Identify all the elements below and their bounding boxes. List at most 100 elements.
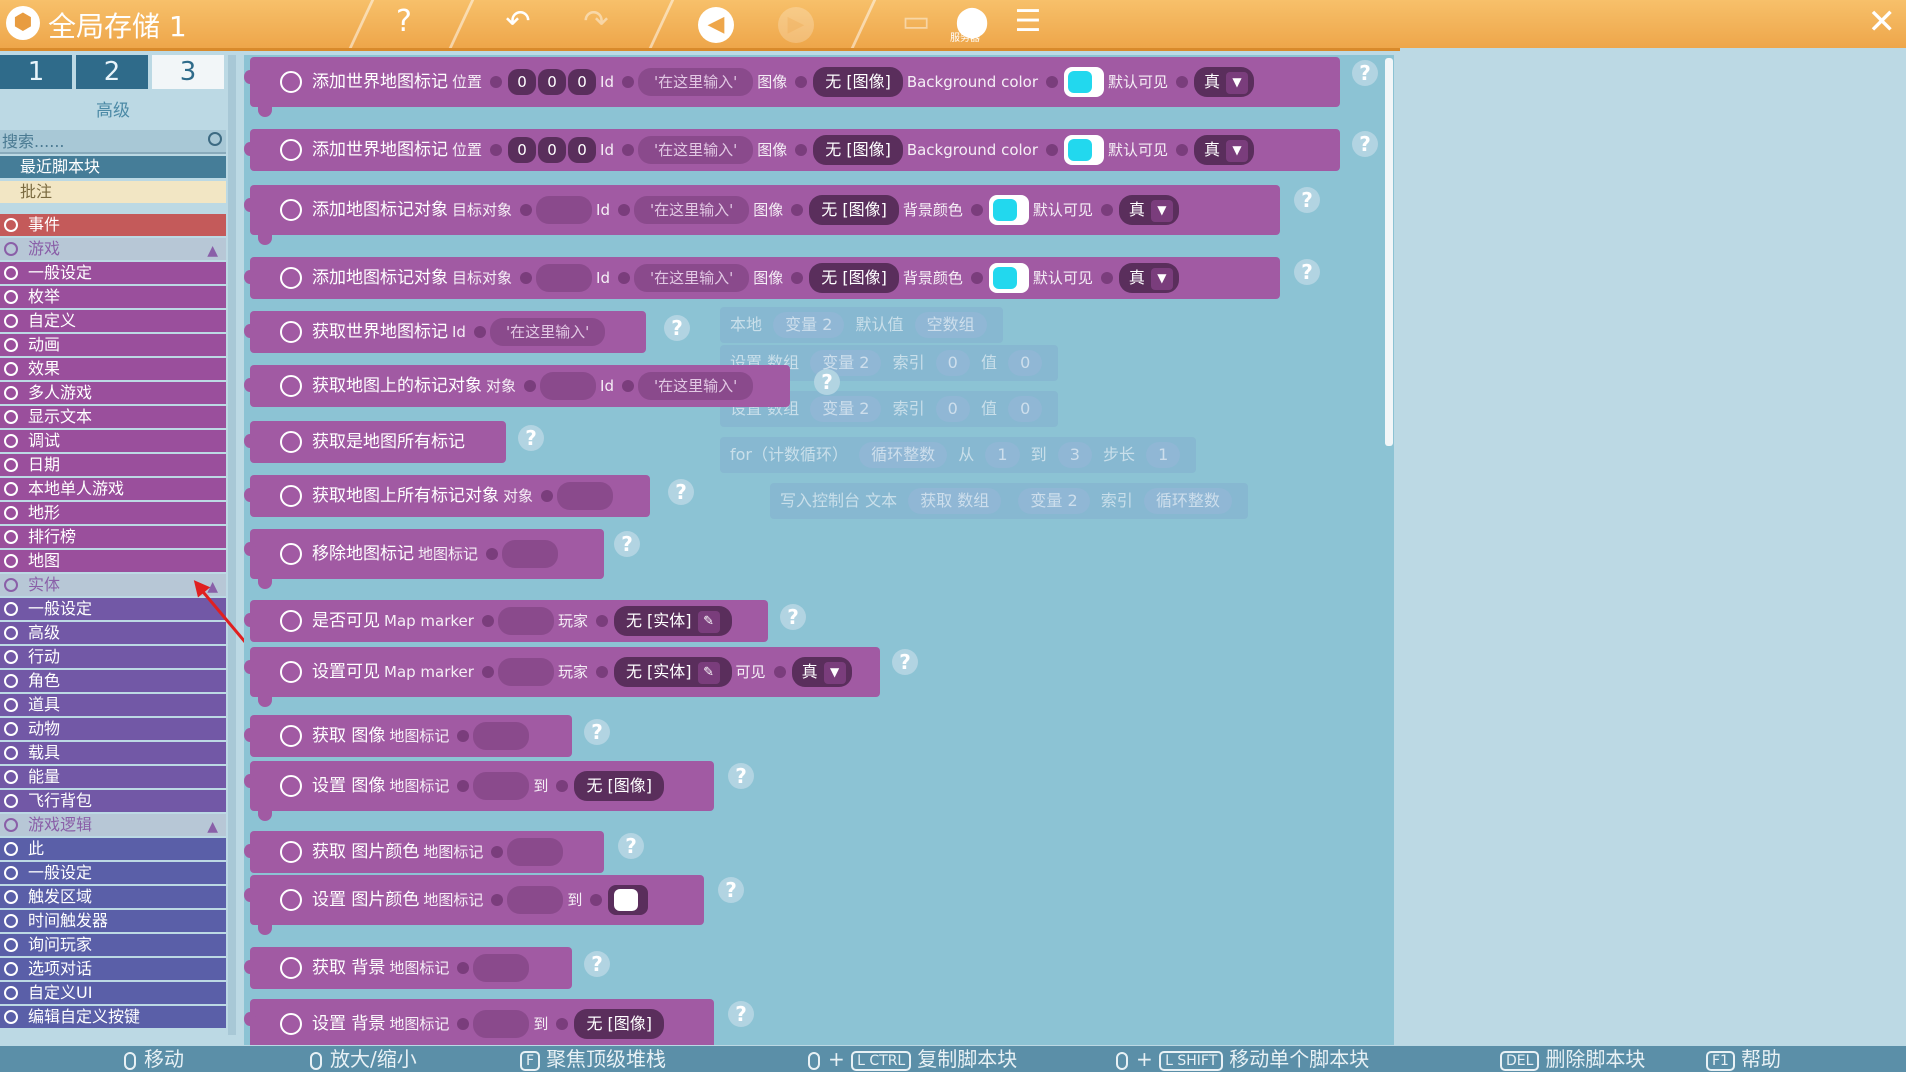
- script-block[interactable]: 获取是地图所有标记: [244, 421, 506, 463]
- tab-3[interactable]: 3: [152, 55, 224, 89]
- category-item[interactable]: 调试: [0, 430, 226, 452]
- image-selector[interactable]: 无 [图像]: [813, 67, 903, 97]
- id-input[interactable]: '在这里输入': [637, 136, 754, 164]
- category-item[interactable]: 能量: [0, 766, 226, 788]
- help-icon[interactable]: ?: [780, 604, 806, 630]
- id-input[interactable]: '在这里输入': [633, 196, 750, 224]
- tab-2[interactable]: 2: [76, 55, 148, 89]
- category-item[interactable]: 效果: [0, 358, 226, 380]
- script-block[interactable]: 添加世界地图标记 位置 0 0 0 Id '在这里输入' 图像无 [图像] Background…: [244, 57, 1340, 117]
- category-item[interactable]: 一般设定: [0, 598, 226, 620]
- help-icon[interactable]: ?: [668, 479, 694, 505]
- script-workspace[interactable]: 本地 变量 2 默认值 空数组 设置 数组 变量 2 索引 0 值 0 设置 数…: [244, 55, 1394, 1045]
- color-swatch[interactable]: [1064, 67, 1105, 97]
- bool-dropdown[interactable]: 真 ▼: [1194, 135, 1255, 165]
- help-icon[interactable]: ?: [1352, 131, 1378, 157]
- image-selector[interactable]: 无 [图像]: [809, 263, 899, 293]
- help-icon[interactable]: ?: [892, 649, 918, 675]
- script-block[interactable]: 获取世界地图标记 Id '在这里输入': [244, 311, 646, 353]
- tab-1[interactable]: 1: [0, 55, 72, 89]
- image-selector[interactable]: 无 [图像]: [809, 195, 899, 225]
- image-selector[interactable]: 无 [图像]: [574, 1009, 665, 1039]
- bool-dropdown[interactable]: 真 ▼: [1194, 67, 1255, 97]
- previous-button[interactable]: ◀: [688, 2, 744, 43]
- help-icon[interactable]: ?: [518, 425, 544, 451]
- category-item[interactable]: 游戏逻辑 ▲: [0, 814, 226, 836]
- help-icon[interactable]: ?: [728, 1001, 754, 1027]
- id-input[interactable]: '在这里输入': [637, 68, 754, 96]
- monitor-button[interactable]: ▭: [888, 2, 944, 42]
- category-item[interactable]: 枚举: [0, 286, 226, 308]
- category-item[interactable]: 多人游戏: [0, 382, 226, 404]
- marker-slot[interactable]: [497, 658, 554, 686]
- marker-slot[interactable]: [507, 838, 564, 866]
- marker-slot[interactable]: [473, 722, 530, 750]
- category-item[interactable]: 触发区域: [0, 886, 226, 908]
- category-item[interactable]: 飞行背包: [0, 790, 226, 812]
- category-item[interactable]: 道具: [0, 694, 226, 716]
- object-slot[interactable]: [557, 482, 614, 510]
- category-item[interactable]: 编辑自定义按键: [0, 1006, 226, 1028]
- category-item[interactable]: 动画: [0, 334, 226, 356]
- category-item[interactable]: 询问玩家: [0, 934, 226, 956]
- redo-button[interactable]: ↷: [583, 4, 609, 39]
- color-swatch[interactable]: [1064, 135, 1105, 165]
- y-input[interactable]: 0: [538, 137, 567, 163]
- z-input[interactable]: 0: [568, 69, 597, 95]
- image-selector[interactable]: 无 [图像]: [574, 771, 665, 801]
- category-item[interactable]: 载具: [0, 742, 226, 764]
- script-block[interactable]: 获取地图上所有标记对象 对象: [244, 475, 650, 517]
- category-item[interactable]: 地图: [0, 550, 226, 572]
- category-item[interactable]: 显示文本: [0, 406, 226, 428]
- id-input[interactable]: '在这里输入': [637, 372, 754, 400]
- object-slot[interactable]: [536, 264, 593, 292]
- help-icon[interactable]: ?: [1352, 60, 1378, 86]
- script-block[interactable]: 设置 图像 地图标记 到 无 [图像]: [244, 761, 714, 821]
- category-item[interactable]: 排行榜: [0, 526, 226, 548]
- comments-item[interactable]: 批注: [0, 181, 226, 203]
- help-icon[interactable]: ?: [618, 833, 644, 859]
- sidebar-scrollbar[interactable]: [228, 55, 236, 1035]
- category-item[interactable]: 此: [0, 838, 226, 860]
- category-item[interactable]: 选项对话: [0, 958, 226, 980]
- z-input[interactable]: 0: [568, 137, 597, 163]
- script-block[interactable]: 设置 图片颜色 地图标记 到: [244, 875, 704, 935]
- category-item[interactable]: 时间触发器: [0, 910, 226, 932]
- marker-slot[interactable]: [497, 607, 554, 635]
- help-icon[interactable]: ?: [1294, 187, 1320, 213]
- category-item[interactable]: 角色: [0, 670, 226, 692]
- bool-dropdown[interactable]: 真 ▼: [1118, 263, 1179, 293]
- marker-slot[interactable]: [473, 1010, 530, 1038]
- marker-slot[interactable]: [507, 886, 564, 914]
- y-input[interactable]: 0: [538, 69, 567, 95]
- marker-slot[interactable]: [473, 772, 530, 800]
- category-item[interactable]: 行动: [0, 646, 226, 668]
- color-swatch[interactable]: [608, 885, 649, 915]
- category-item[interactable]: 游戏 ▲: [0, 238, 226, 260]
- script-block[interactable]: 添加地图标记对象 目标对象 Id '在这里输入' 图像无 [图像] 背景颜色 默认可见真 ▼: [244, 185, 1280, 245]
- marker-slot[interactable]: [473, 954, 530, 982]
- script-block[interactable]: 获取 图片颜色 地图标记: [244, 831, 604, 873]
- script-block[interactable]: 获取 背景 地图标记: [244, 947, 572, 989]
- script-block[interactable]: 添加地图标记对象 目标对象 Id '在这里输入' 图像无 [图像] 背景颜色 默认可见真 ▼: [244, 257, 1280, 299]
- object-slot[interactable]: [540, 372, 597, 400]
- category-item[interactable]: 自定义: [0, 310, 226, 332]
- image-selector[interactable]: 无 [图像]: [813, 135, 903, 165]
- help-icon[interactable]: ?: [584, 719, 610, 745]
- help-icon[interactable]: ?: [1294, 259, 1320, 285]
- x-input[interactable]: 0: [508, 137, 537, 163]
- server-button[interactable]: ⬤: [944, 2, 1000, 42]
- color-swatch[interactable]: [988, 195, 1029, 225]
- category-item[interactable]: 地形: [0, 502, 226, 524]
- object-slot[interactable]: [536, 196, 593, 224]
- script-block[interactable]: 移除地图标记 地图标记: [244, 529, 604, 589]
- x-input[interactable]: 0: [508, 69, 537, 95]
- help-icon[interactable]: ?: [614, 531, 640, 557]
- entity-selector[interactable]: 无 [实体] ✎: [613, 606, 732, 636]
- list-view-button[interactable]: ☰: [1000, 2, 1056, 42]
- category-item[interactable]: 事件: [0, 214, 226, 236]
- category-item[interactable]: 日期: [0, 454, 226, 476]
- play-button[interactable]: ▶: [768, 2, 824, 43]
- help-icon[interactable]: ?: [728, 763, 754, 789]
- script-block[interactable]: 设置可见 Map marker 玩家无 [实体] ✎ 可见真 ▼: [244, 647, 880, 707]
